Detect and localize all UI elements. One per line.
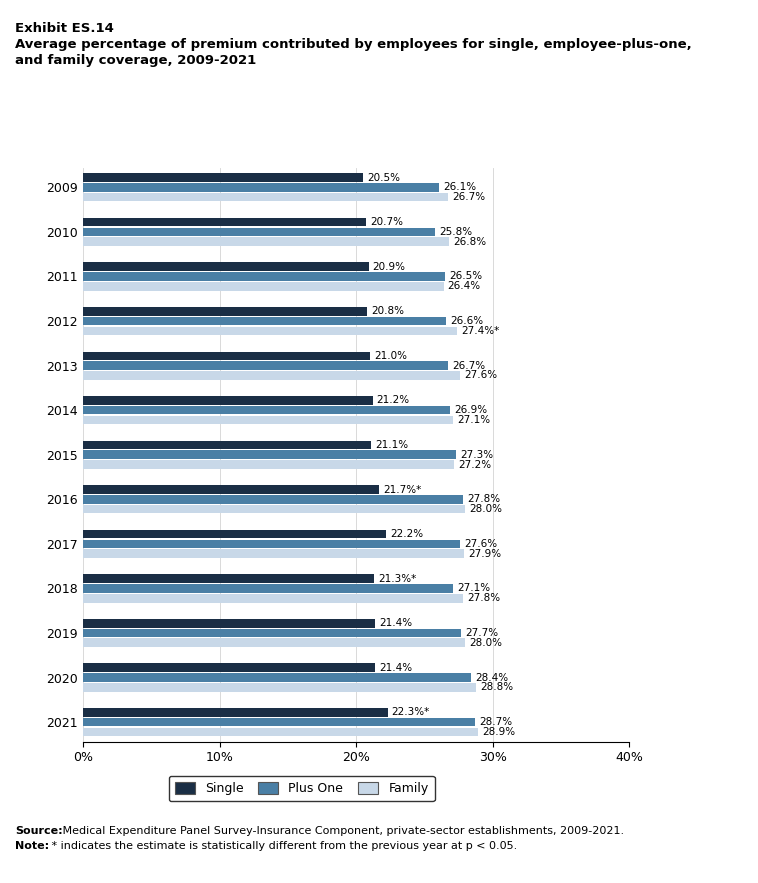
Text: 28.4%: 28.4% [475,673,508,683]
Text: 20.9%: 20.9% [373,261,406,272]
Bar [83,638,465,647]
Text: Average percentage of premium contributed by employees for single, employee-plus: Average percentage of premium contribute… [15,38,692,51]
Bar [83,530,387,539]
Text: 22.2%: 22.2% [390,529,424,539]
Bar [83,218,366,226]
Bar [83,549,464,558]
Text: 21.4%: 21.4% [380,663,412,673]
Text: 28.8%: 28.8% [481,683,514,692]
Text: 27.1%: 27.1% [457,415,490,425]
Text: 26.8%: 26.8% [453,237,487,246]
Bar [83,619,375,628]
Text: 26.1%: 26.1% [443,183,477,192]
Bar [83,327,457,336]
Bar [83,585,453,592]
Bar [83,718,475,727]
Bar [83,282,443,291]
Bar [83,238,449,246]
Text: 21.3%*: 21.3%* [378,574,416,584]
Text: 28.0%: 28.0% [469,504,503,514]
Text: 20.7%: 20.7% [370,217,403,227]
Text: Source:: Source: [15,826,63,835]
Text: * indicates the estimate is statistically different from the previous year at p : * indicates the estimate is statisticall… [48,841,517,850]
Bar [83,663,375,672]
Legend: Single, Plus One, Family: Single, Plus One, Family [168,776,435,802]
Bar [83,183,440,192]
Text: 27.4%*: 27.4%* [462,326,500,336]
Text: Exhibit ES.14: Exhibit ES.14 [15,22,114,35]
Text: 27.8%: 27.8% [467,593,500,603]
Text: 26.7%: 26.7% [452,192,485,202]
Text: 21.7%*: 21.7%* [384,485,421,494]
Text: 28.0%: 28.0% [469,638,503,648]
Bar [83,406,450,414]
Bar [83,307,367,315]
Bar [83,351,370,360]
Text: Note:: Note: [15,841,49,850]
Text: 21.1%: 21.1% [375,440,409,450]
Bar [83,495,462,503]
Text: 27.6%: 27.6% [464,539,497,549]
Text: 27.1%: 27.1% [457,584,490,593]
Bar [83,728,478,736]
Bar [83,460,455,469]
Bar [83,441,371,449]
Text: 26.9%: 26.9% [455,405,487,415]
Text: 26.7%: 26.7% [452,360,485,371]
Bar [83,317,446,325]
Bar [83,262,368,271]
Text: 20.5%: 20.5% [367,172,400,183]
Text: 22.3%*: 22.3%* [392,707,430,717]
Text: 20.8%: 20.8% [371,306,404,316]
Text: 26.4%: 26.4% [448,282,481,291]
Text: 28.7%: 28.7% [479,717,512,727]
Bar [83,192,448,201]
Text: 27.6%: 27.6% [464,371,497,381]
Text: 27.8%: 27.8% [467,494,500,504]
Text: 27.2%: 27.2% [459,459,492,470]
Bar [83,505,465,513]
Bar [83,485,380,494]
Bar [83,361,448,370]
Bar [83,574,374,583]
Text: 27.7%: 27.7% [465,628,499,638]
Bar [83,396,373,404]
Text: 21.0%: 21.0% [374,351,407,361]
Text: 28.9%: 28.9% [482,727,515,737]
Text: 26.5%: 26.5% [449,271,482,282]
Bar [83,594,462,602]
Text: 25.8%: 25.8% [440,227,473,237]
Bar [83,450,456,459]
Text: 21.4%: 21.4% [380,618,412,628]
Text: 26.6%: 26.6% [450,316,484,326]
Text: 27.3%: 27.3% [460,449,493,460]
Text: and family coverage, 2009-2021: and family coverage, 2009-2021 [15,54,256,67]
Bar [83,683,476,691]
Text: 21.2%: 21.2% [377,396,410,405]
Bar [83,673,471,682]
Text: Medical Expenditure Panel Survey-Insurance Component, private-sector establishme: Medical Expenditure Panel Survey-Insuran… [59,826,625,835]
Bar [83,272,445,281]
Text: 27.9%: 27.9% [468,548,501,559]
Bar [83,416,453,425]
Bar [83,173,363,182]
Bar [83,228,435,237]
Bar [83,629,462,638]
Bar [83,708,387,717]
Bar [83,540,460,548]
Bar [83,371,460,380]
